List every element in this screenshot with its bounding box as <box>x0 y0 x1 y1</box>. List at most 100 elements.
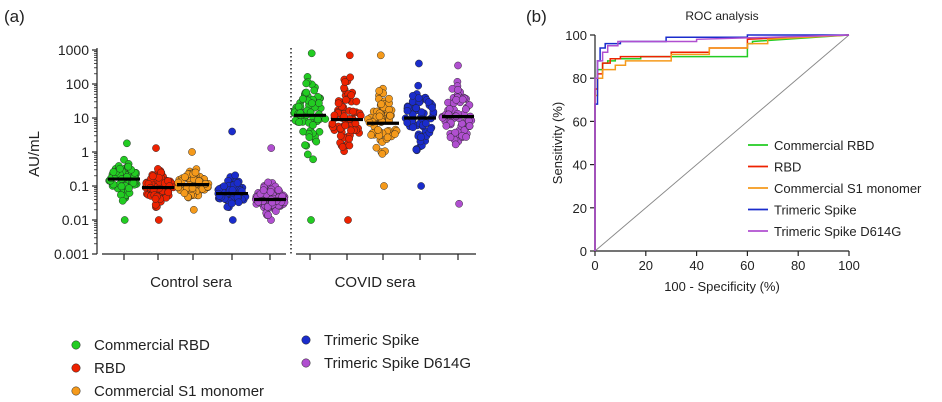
data-point <box>231 171 240 180</box>
data-point <box>336 132 345 140</box>
data-point <box>264 178 272 187</box>
data-point <box>451 128 460 137</box>
data-point <box>124 162 133 171</box>
data-point <box>417 182 425 190</box>
roc-x-tick-label: 40 <box>689 258 703 273</box>
roc-x-tick-label: 100 <box>838 258 860 273</box>
data-point <box>376 51 385 60</box>
data-point <box>307 49 316 58</box>
data-point <box>375 87 384 95</box>
data-point <box>414 81 423 90</box>
data-point <box>227 199 236 208</box>
legend-marker <box>71 340 81 350</box>
panel-b-plot: 0 20 40 60 80 100 0 20 40 60 80 100 <box>565 28 860 273</box>
roc-y-tick-label: 40 <box>573 158 587 173</box>
data-point <box>303 150 312 159</box>
data-point <box>412 145 421 154</box>
data-point <box>328 119 337 128</box>
legend-label: Commercial RBD <box>94 337 210 354</box>
data-point <box>403 107 412 115</box>
data-point <box>315 99 323 107</box>
data-point <box>385 94 393 103</box>
legend-label: Trimeric Spike D614G <box>324 355 471 372</box>
data-point <box>442 122 451 130</box>
data-point <box>452 96 461 104</box>
y-tick-label: 1000 <box>58 42 89 58</box>
data-point <box>228 127 236 136</box>
data-point <box>180 189 189 198</box>
roc-legend-label: Trimeric Spike D614G <box>774 224 901 239</box>
data-point <box>461 105 470 114</box>
data-point <box>233 179 242 187</box>
data-point <box>151 195 160 203</box>
roc-y-tick-label: 80 <box>573 71 587 86</box>
data-point <box>344 216 352 224</box>
data-point <box>117 182 126 191</box>
roc-y-tick-label: 0 <box>580 244 587 259</box>
data-point <box>267 144 276 152</box>
data-point <box>234 198 243 207</box>
data-point <box>299 95 307 103</box>
roc-y-tick-label: 60 <box>573 114 587 129</box>
data-point <box>118 196 127 205</box>
data-point <box>189 205 198 214</box>
roc-curve <box>594 34 849 251</box>
data-point <box>417 133 425 141</box>
data-point <box>228 216 237 224</box>
data-point <box>341 121 350 130</box>
group-label-control: Control sera <box>150 274 232 291</box>
data-point <box>116 164 124 173</box>
data-point <box>310 86 319 95</box>
panel-a-ylabel: AU/mL <box>26 131 43 177</box>
panel-a-label: (a) <box>4 7 25 26</box>
roc-legend-label: Trimeric Spike <box>774 203 857 218</box>
data-point <box>422 119 430 128</box>
data-point <box>302 88 311 97</box>
data-point <box>409 123 417 132</box>
data-point <box>266 187 275 196</box>
roc-x-tick-label: 60 <box>740 258 754 273</box>
data-point <box>149 172 157 181</box>
data-point <box>330 111 339 120</box>
data-point <box>374 126 382 134</box>
roc-legend-label: Commercial RBD <box>774 138 874 153</box>
data-point <box>414 94 423 102</box>
data-point <box>372 143 381 152</box>
data-point <box>301 141 309 149</box>
data-point <box>455 199 463 208</box>
roc-x-tick-label: 80 <box>791 258 805 273</box>
data-point <box>403 118 412 127</box>
data-point <box>164 188 173 197</box>
data-point <box>345 51 354 60</box>
data-point <box>375 112 384 121</box>
legend-marker <box>301 358 311 368</box>
data-point <box>378 150 387 158</box>
y-tick-label: 0.01 <box>62 212 89 228</box>
data-point <box>307 216 315 224</box>
roc-x-tick-label: 0 <box>591 258 598 273</box>
y-tick-label: 10 <box>73 110 89 126</box>
data-point <box>391 130 399 138</box>
roc-x-tick-label: 20 <box>639 258 653 273</box>
roc-curve <box>594 34 850 251</box>
data-point <box>309 155 317 164</box>
data-point <box>383 133 392 142</box>
legend-marker <box>71 363 81 373</box>
data-point <box>342 96 350 104</box>
data-point <box>123 139 131 148</box>
data-point <box>220 182 228 191</box>
panel-a-plot: 0.001 0.01 0.1 1 10 100 1000 <box>54 42 476 262</box>
roc-y-tick-label: 100 <box>565 28 587 43</box>
roc-ylabel: Sensitivity (%) <box>550 102 565 184</box>
data-point <box>367 131 375 139</box>
data-point <box>274 186 283 194</box>
panel-b-label: (b) <box>526 7 547 26</box>
data-point <box>264 211 272 219</box>
data-point <box>181 173 189 181</box>
panel-a-legend: Commercial RBD RBD Commercial S1 monomer Tr… <box>71 332 471 400</box>
data-point <box>462 133 470 141</box>
data-point <box>294 102 303 111</box>
data-point <box>451 140 460 149</box>
y-tick-label: 0.1 <box>70 178 90 194</box>
